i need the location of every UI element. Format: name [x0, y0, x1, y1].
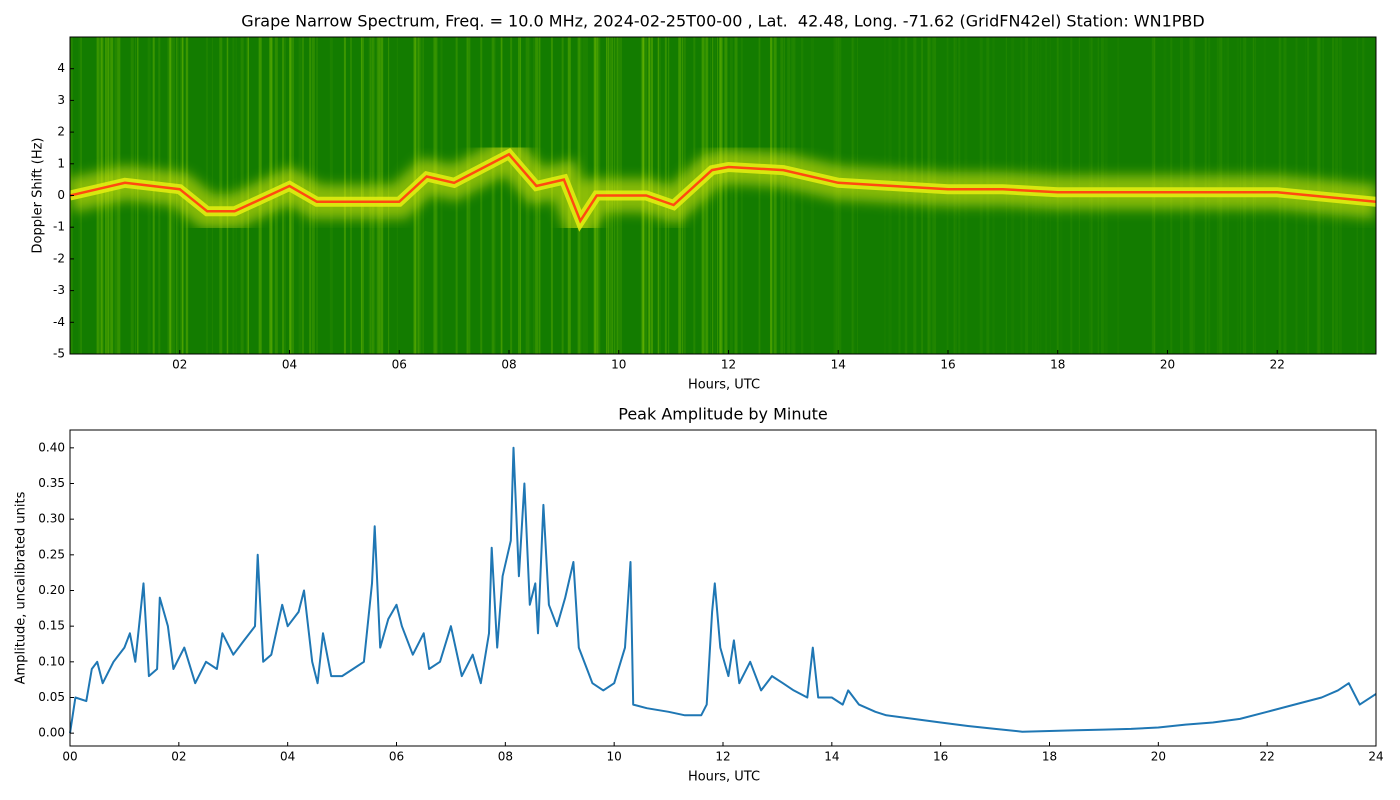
x-tick-label: 04: [280, 750, 295, 764]
doppler-trace: [70, 152, 1376, 224]
x-tick-label: 20: [1160, 358, 1175, 372]
x-tick-label: 24: [1368, 750, 1383, 764]
x-tick-label: 14: [831, 358, 846, 372]
amplitude-line: [69, 446, 1377, 734]
y-tick-label: 4: [57, 61, 65, 75]
y-tick-label: 0.20: [38, 583, 65, 597]
chart-title: Grape Narrow Spectrum, Freq. = 10.0 MHz,…: [241, 12, 1204, 31]
x-tick-label: 02: [172, 358, 187, 372]
x-axis-label: Hours, UTC: [688, 378, 760, 393]
y-axis-label: Amplitude, uncalibrated units: [14, 491, 29, 684]
y-axis-label: Doppler Shift (Hz): [31, 138, 46, 254]
x-tick-label: 14: [824, 750, 839, 764]
x-tick-label: 10: [611, 358, 626, 372]
y-tick-label: 1: [57, 156, 65, 170]
y-tick-label: 0.25: [38, 547, 65, 561]
y-tick-label: 0.10: [38, 654, 65, 668]
x-tick-label: 22: [1270, 358, 1285, 372]
x-tick-label: 20: [1151, 750, 1166, 764]
y-tick-label: 3: [57, 93, 65, 107]
y-tick-label: -2: [53, 251, 65, 265]
y-tick-label: -1: [53, 220, 65, 234]
y-tick-label: 0: [57, 188, 65, 202]
y-tick-label: 0.30: [38, 512, 65, 526]
x-tick-label: 12: [715, 750, 730, 764]
x-tick-label: 18: [1050, 358, 1065, 372]
x-tick-label: 22: [1260, 750, 1275, 764]
y-tick-label: 0.15: [38, 619, 65, 633]
x-tick-label: 00: [62, 750, 77, 764]
y-tick-label: 0.35: [38, 476, 65, 490]
x-tick-label: 18: [1042, 750, 1057, 764]
y-tick-label: -5: [53, 347, 65, 361]
spectrogram-layer: [70, 37, 1376, 354]
x-axis-label: Hours, UTC: [688, 770, 760, 785]
x-tick-label: 10: [607, 750, 622, 764]
y-tick-label: 0.00: [38, 726, 65, 740]
x-tick-label: 08: [498, 750, 513, 764]
x-tick-label: 12: [721, 358, 736, 372]
x-tick-label: 06: [392, 358, 407, 372]
chart-title: Peak Amplitude by Minute: [618, 405, 828, 424]
x-tick-label: 04: [282, 358, 297, 372]
y-tick-label: 2: [57, 125, 65, 139]
x-tick-label: 02: [171, 750, 186, 764]
y-tick-label: 0.05: [38, 690, 65, 704]
x-tick-label: 16: [940, 358, 955, 372]
x-tick-label: 06: [389, 750, 404, 764]
x-tick-label: 16: [933, 750, 948, 764]
y-tick-label: -3: [53, 283, 65, 297]
y-tick-label: 0.40: [38, 440, 65, 454]
plot-frame: [69, 429, 1377, 747]
x-tick-label: 08: [501, 358, 516, 372]
y-tick-label: -4: [53, 315, 65, 329]
